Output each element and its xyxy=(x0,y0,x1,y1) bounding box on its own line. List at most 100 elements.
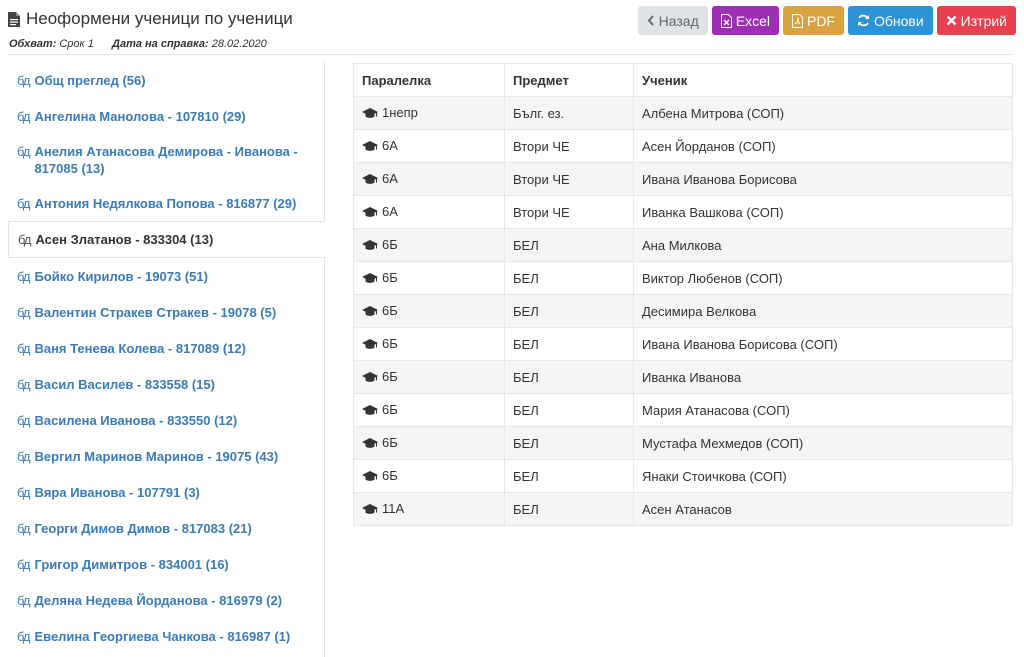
chevron-left-icon xyxy=(647,15,655,26)
table-row[interactable]: 11А БЕЛ Асен Атанасов xyxy=(353,492,1013,526)
teacher-icon: бд xyxy=(17,144,30,159)
table-row[interactable]: 6Б БЕЛ Виктор Любенов (СОП) xyxy=(353,261,1013,295)
scope-value: Срок 1 xyxy=(59,38,94,50)
graduation-cap-icon xyxy=(362,140,378,155)
class-name: 6Б xyxy=(382,401,398,417)
column-header-student[interactable]: Ученик xyxy=(633,63,1013,97)
sidebar-item[interactable]: бд Деляна Недева Йорданова - 816979 (2) xyxy=(8,582,324,618)
graduation-cap-icon xyxy=(362,206,378,221)
table-row[interactable]: 6Б БЕЛ Ана Милкова xyxy=(353,228,1013,262)
sidebar-item-label: Бойко Кирилов - 19073 (51) xyxy=(34,269,208,284)
class-cell: 6Б xyxy=(353,459,505,493)
table-row[interactable]: 6А Втори ЧЕ Ивана Иванова Борисова xyxy=(353,162,1013,196)
close-icon xyxy=(946,15,957,26)
sidebar-item[interactable]: бд Васил Василев - 833558 (15) xyxy=(8,366,324,402)
date-value: 28.02.2020 xyxy=(211,38,267,50)
table-row[interactable]: 6Б БЕЛ Десимира Велкова xyxy=(353,294,1013,328)
class-cell: 1непр xyxy=(353,96,505,130)
teacher-icon: бд xyxy=(17,449,30,464)
teacher-icon: бд xyxy=(17,377,30,392)
class-cell: 6Б xyxy=(353,261,505,295)
sidebar-item-overview[interactable]: бд Общ преглед (56) xyxy=(8,62,324,98)
back-button[interactable]: Назад xyxy=(637,6,708,35)
sidebar-item[interactable]: бд Василена Иванова - 833550 (12) xyxy=(8,402,324,438)
sidebar-item[interactable]: бд Бойко Кирилов - 19073 (51) xyxy=(8,258,324,294)
excel-button[interactable]: Excel xyxy=(711,6,779,35)
student-cell: Мария Атанасова (СОП) xyxy=(633,393,1013,427)
sidebar-item-label: Василена Иванова - 833550 (12) xyxy=(34,413,238,428)
date-label: Дата на справка: xyxy=(112,38,209,50)
class-cell: 6А xyxy=(353,162,505,196)
subject-cell: БЕЛ xyxy=(504,261,634,295)
delete-button[interactable]: Изтрий xyxy=(936,6,1016,35)
sidebar-item[interactable]: бд Евелина Георгиева Чанкова - 816987 (1) xyxy=(8,618,324,654)
class-cell: 6Б xyxy=(353,360,505,394)
subject-cell: БЕЛ xyxy=(504,228,634,262)
sidebar-item[interactable]: бд Георги Димов Димов - 817083 (21) xyxy=(8,510,324,546)
graduation-cap-icon xyxy=(362,371,378,386)
teacher-icon: бд xyxy=(17,413,30,428)
table-row[interactable]: 6Б БЕЛ Мария Атанасова (СОП) xyxy=(353,393,1013,427)
sidebar-item[interactable]: бд Антония Недялкова Попова - 816877 (29) xyxy=(8,186,324,221)
subject-cell: БЕЛ xyxy=(504,294,634,328)
table-row[interactable]: 6А Втори ЧЕ Асен Йорданов (СОП) xyxy=(353,129,1013,163)
column-header-class[interactable]: Паралелка xyxy=(353,63,505,97)
sidebar-item-label: Васил Василев - 833558 (15) xyxy=(34,377,215,392)
file-excel-icon xyxy=(720,13,732,28)
student-cell: Ивана Иванова Борисова xyxy=(633,162,1013,196)
student-cell: Ивана Иванова Борисова (СОП) xyxy=(633,327,1013,361)
column-header-subject[interactable]: Предмет xyxy=(504,63,634,97)
teacher-icon: бд xyxy=(17,557,30,572)
student-cell: Десимира Велкова xyxy=(633,294,1013,328)
class-name: 1непр xyxy=(382,104,418,120)
file-text-icon xyxy=(8,11,20,27)
sidebar-item-label: Григор Димитров - 834001 (16) xyxy=(34,557,229,572)
file-pdf-icon xyxy=(791,13,803,28)
student-cell: Виктор Любенов (СОП) xyxy=(633,261,1013,295)
sidebar-item[interactable]: бд Ангелина Манолова - 107810 (29) xyxy=(8,98,324,134)
sidebar-item-label: Георги Димов Димов - 817083 (21) xyxy=(34,521,252,536)
table-row[interactable]: 6Б БЕЛ Мустафа Мехмедов (СОП) xyxy=(353,426,1013,460)
table-row[interactable]: 6Б БЕЛ Янаки Стоичкова (СОП) xyxy=(353,459,1013,493)
graduation-cap-icon xyxy=(362,437,378,452)
sidebar-item[interactable]: бд Вергил Маринов Маринов - 19075 (43) xyxy=(8,438,324,474)
sidebar-item[interactable]: бд Анелия Атанасова Демирова - Иванова - … xyxy=(8,134,324,186)
subject-cell: БЕЛ xyxy=(504,393,634,427)
student-cell: Ана Милкова xyxy=(633,228,1013,262)
graduation-cap-icon xyxy=(362,239,378,254)
student-cell: Мустафа Мехмедов (СОП) xyxy=(633,426,1013,460)
table-row[interactable]: 6Б БЕЛ Ивана Иванова Борисова (СОП) xyxy=(353,327,1013,361)
pdf-button[interactable]: PDF xyxy=(782,6,844,35)
subject-cell: Втори ЧЕ xyxy=(504,162,634,196)
class-name: 6Б xyxy=(382,467,398,483)
graduation-cap-icon xyxy=(362,107,378,122)
sidebar-item[interactable]: бд Вяра Иванова - 107791 (3) xyxy=(8,474,324,510)
student-cell: Янаки Стоичкова (СОП) xyxy=(633,459,1013,493)
student-cell: Албена Митрова (СОП) xyxy=(633,96,1013,130)
sidebar-item-label: Ваня Тенева Колева - 817089 (12) xyxy=(34,341,246,356)
class-cell: 6А xyxy=(353,129,505,163)
graduation-cap-icon xyxy=(362,503,378,518)
sidebar-item[interactable]: бд Ваня Тенева Колева - 817089 (12) xyxy=(8,330,324,366)
sidebar-item-label: Анелия Атанасова Демирова - Иванова - 81… xyxy=(34,144,298,176)
page-title-text: Неоформени ученици по ученици xyxy=(26,9,293,28)
refresh-icon xyxy=(857,14,870,27)
teacher-icon: бд xyxy=(17,341,30,356)
teacher-icon: бд xyxy=(17,593,30,608)
refresh-button-label: Обнови xyxy=(873,12,924,29)
sidebar-item[interactable]: бд Григор Димитров - 834001 (16) xyxy=(8,546,324,582)
page-title: Неоформени ученици по ученици xyxy=(8,9,293,29)
table-row[interactable]: 6А Втори ЧЕ Иванка Вашкова (СОП) xyxy=(353,195,1013,229)
delete-button-label: Изтрий xyxy=(960,12,1007,29)
table-row[interactable]: 1непр Бълг. ез. Албена Митрова (СОП) xyxy=(353,96,1013,130)
refresh-button[interactable]: Обнови xyxy=(847,6,933,35)
teacher-icon: бд xyxy=(17,629,30,644)
subject-cell: Бълг. ез. xyxy=(504,96,634,130)
class-cell: 6А xyxy=(353,195,505,229)
sidebar-item-label: Вяра Иванова - 107791 (3) xyxy=(34,485,200,500)
teacher-icon: бд xyxy=(17,521,30,536)
table-row[interactable]: 6Б БЕЛ Иванка Иванова xyxy=(353,360,1013,394)
sidebar-item[interactable]: бд Валентин Стракев Стракев - 19078 (5) xyxy=(8,294,324,330)
graduation-cap-icon xyxy=(362,272,378,287)
sidebar-item-active[interactable]: бд Асен Златанов - 833304 (13) xyxy=(8,221,325,258)
